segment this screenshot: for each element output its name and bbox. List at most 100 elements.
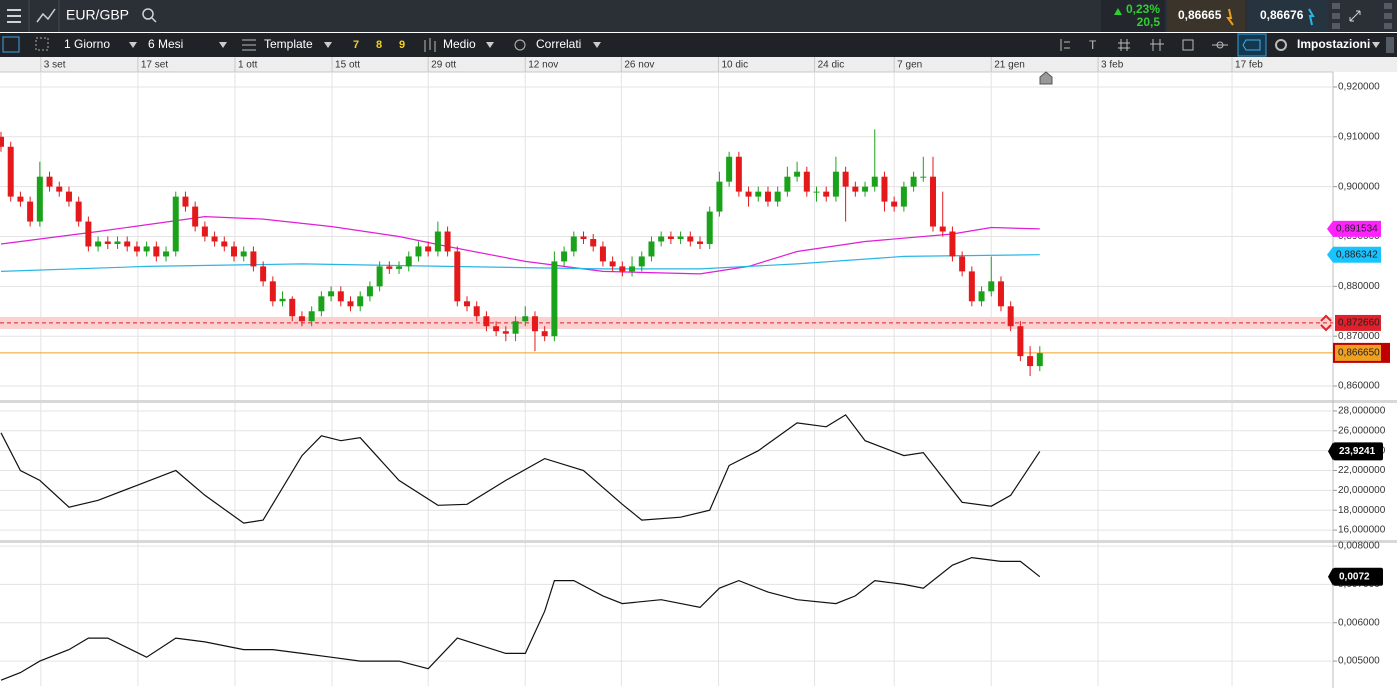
candle-body: [240, 251, 247, 257]
candle-body: [75, 201, 82, 222]
settings-icon[interactable]: [1275, 39, 1287, 51]
template[interactable]: Template: [264, 37, 313, 51]
value-tag-arrow: [1328, 567, 1333, 586]
x-tick-label: 17 set: [141, 60, 168, 71]
candle-body: [862, 186, 869, 192]
candle-body: [755, 191, 762, 197]
caret: [219, 42, 227, 48]
candle-body: [900, 186, 907, 207]
ask[interactable]: 0,86676: [1260, 8, 1304, 22]
candle-body: [396, 266, 403, 269]
candle-body: [347, 301, 354, 307]
price-tag: 0,886342: [1336, 249, 1378, 260]
candle-body: [114, 241, 121, 244]
preset[interactable]: 7: [353, 39, 359, 51]
candle-body: [541, 331, 548, 337]
candle-body: [221, 241, 228, 247]
candle-body: [65, 191, 72, 202]
candle-body: [891, 201, 898, 207]
value-tag-arrow: [1328, 442, 1333, 461]
settings[interactable]: Impostazioni: [1297, 37, 1370, 51]
candle-body: [667, 236, 674, 239]
candle-body: [619, 266, 626, 272]
window-icons[interactable]: [1332, 3, 1392, 29]
interval[interactable]: 1 Giorno: [64, 37, 110, 51]
range[interactable]: 6 Mesi: [148, 37, 183, 51]
related-icon[interactable]: [514, 39, 526, 51]
label-icon: [1242, 39, 1261, 51]
candle-body: [794, 171, 801, 177]
candle-body: [104, 241, 111, 244]
search-icon[interactable]: [142, 8, 157, 23]
change-box: [1101, 0, 1165, 32]
active-tool[interactable]: [1237, 33, 1267, 57]
value-tag-box: [1333, 567, 1383, 586]
x-tick-label: 21 gen: [994, 60, 1025, 71]
candle-body: [522, 316, 529, 322]
candle-body: [930, 176, 937, 227]
bid-arrow: [1226, 8, 1234, 26]
candle-body: [813, 191, 820, 193]
related[interactable]: Correlati: [536, 37, 581, 51]
ask-arrow: [1308, 8, 1315, 26]
scroll-handle[interactable]: [1386, 37, 1394, 53]
chart-icon[interactable]: [36, 8, 56, 23]
candle-body: [269, 281, 276, 302]
ask-box[interactable]: [1248, 0, 1328, 32]
candle-body: [832, 171, 839, 197]
marker[interactable]: [1039, 71, 1053, 85]
layout-icon[interactable]: [35, 37, 49, 51]
x-tick-label: 15 ott: [335, 60, 360, 71]
candle-body: [871, 176, 878, 187]
bid-box[interactable]: [1167, 0, 1245, 32]
candle-body: [473, 306, 480, 317]
price-tag-box: [1333, 246, 1381, 263]
candle-body: [298, 316, 305, 322]
candle-body: [910, 176, 917, 187]
candle-body: [0, 136, 4, 147]
style[interactable]: Medio: [443, 37, 476, 51]
expand-icon[interactable]: [1349, 10, 1361, 22]
list-icon[interactable]: [2, 36, 20, 53]
caret: [324, 42, 332, 48]
x-tick-label: 7 gen: [897, 60, 922, 71]
candle-body: [308, 311, 315, 322]
candle-body: [1007, 306, 1014, 327]
price-tag: 0,891534: [1336, 223, 1378, 234]
bid[interactable]: 0,86665: [1178, 8, 1222, 22]
candle-body: [27, 201, 34, 222]
candle-body: [609, 261, 616, 267]
x-tick-label: 10 dic: [721, 60, 748, 71]
preset[interactable]: 8: [376, 39, 382, 51]
price-tag-box: [1333, 220, 1381, 237]
line: [0, 254, 1040, 272]
candle-body: [124, 241, 131, 247]
candle-body: [201, 226, 208, 237]
candle-body: [949, 231, 956, 257]
candle-body: [231, 246, 238, 257]
candle-body: [988, 281, 995, 292]
preset[interactable]: 9: [399, 39, 405, 51]
tool-bar: [0, 33, 1397, 57]
y-tick-label: 0,005000: [1338, 656, 1380, 667]
x-tick-label: 17 feb: [1235, 60, 1263, 71]
candle-body: [318, 296, 325, 312]
price-tag: 0,866650: [1338, 348, 1380, 359]
menu-icon[interactable]: [7, 9, 21, 23]
candle-body: [386, 266, 393, 269]
value-tag: 23,9241: [1339, 446, 1376, 457]
candle-body: [425, 246, 432, 252]
x-tick-label: 3 feb: [1101, 60, 1124, 71]
template-icon[interactable]: [242, 39, 256, 51]
candle-body: [163, 251, 170, 257]
symbol[interactable]: EUR/GBP: [66, 7, 129, 23]
candle-body: [968, 271, 975, 302]
price-tag-arrow: [1327, 246, 1333, 263]
tool-icons[interactable]: T: [1060, 38, 1228, 52]
y-tick-label: 20,000000: [1338, 485, 1386, 496]
svg-text:T: T: [1089, 38, 1097, 52]
style-icon[interactable]: [424, 38, 436, 52]
x-tick-label: 24 dic: [818, 60, 845, 71]
candle-body: [570, 236, 577, 252]
candle-body: [85, 221, 92, 247]
